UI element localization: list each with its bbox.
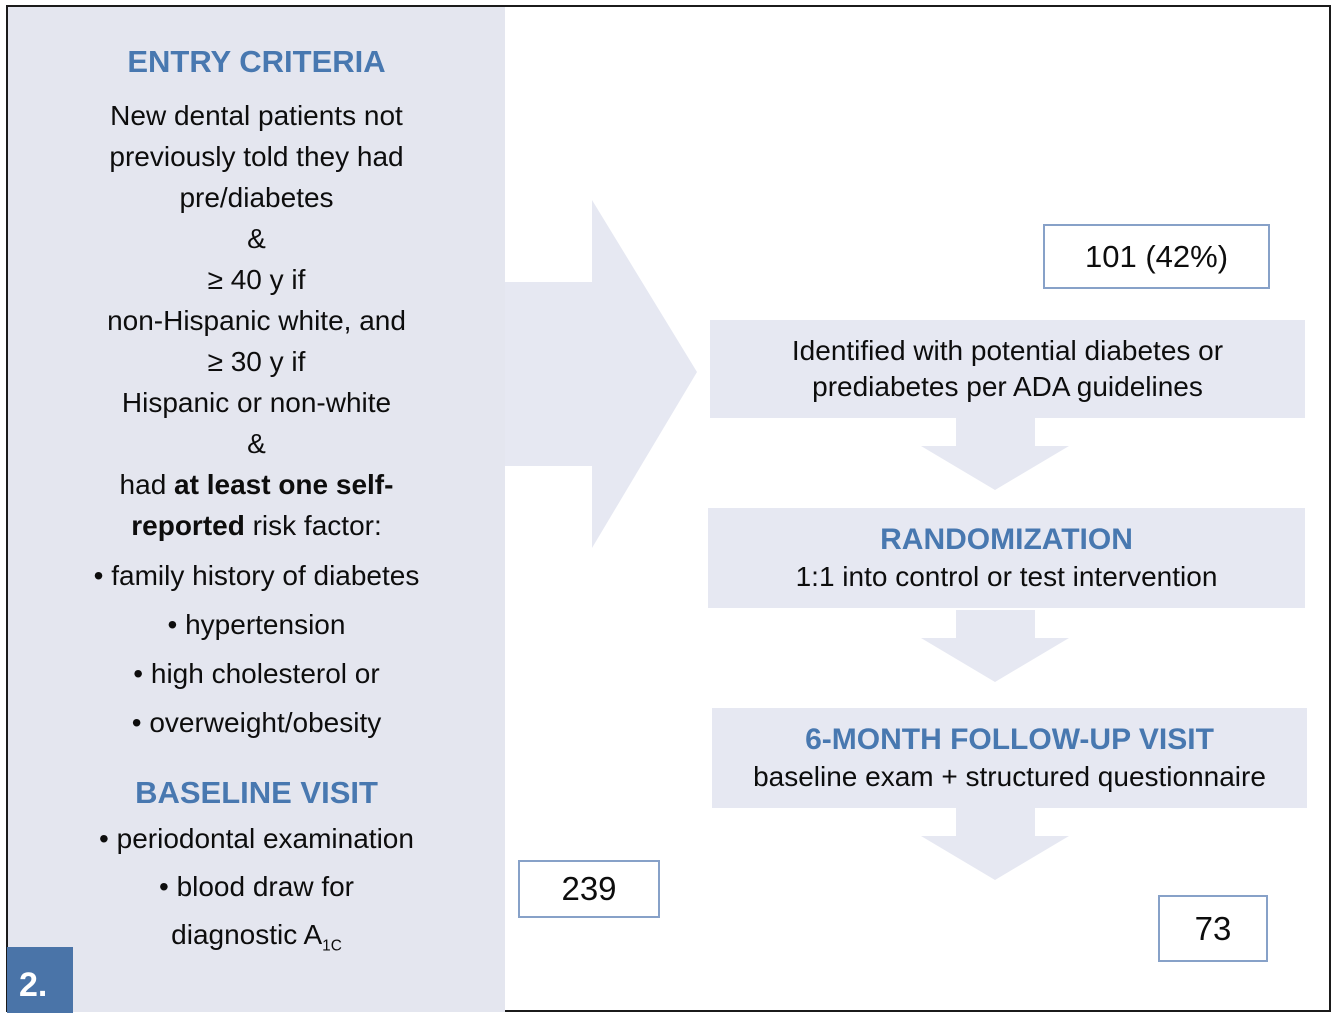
risk-intro-bold: reported xyxy=(131,510,245,541)
a1c-text: diagnostic A xyxy=(171,919,323,950)
entry-line: previously told they had xyxy=(109,141,404,172)
followup-subtitle: baseline exam + structured questionnaire xyxy=(753,761,1266,792)
enrolled-count-value: 239 xyxy=(561,870,617,907)
count-box-followup: 73 xyxy=(1158,895,1268,962)
risk-intro-bold: at least one self- xyxy=(174,469,394,500)
risk-factor-item: • overweight/obesity xyxy=(131,707,382,738)
risk-intro-post: risk factor: xyxy=(244,510,382,541)
flow-box-identified: Identified with potential diabetes or pr… xyxy=(710,320,1305,418)
followup-count-value: 73 xyxy=(1194,909,1232,947)
entry-criteria-panel: ENTRY CRITERIA New dental patients not p… xyxy=(8,7,505,1012)
entry-line: New dental patients not xyxy=(110,100,403,131)
risk-factor-item: • high cholesterol or xyxy=(133,658,380,689)
baseline-visit-title: BASELINE VISIT xyxy=(135,775,378,810)
risk-intro-line-2: reported risk factor: xyxy=(8,505,505,546)
followup-title: 6-MONTH FOLLOW-UP VISIT xyxy=(805,723,1214,756)
randomization-title: RANDOMIZATION xyxy=(880,523,1133,556)
entry-criteria-title: ENTRY CRITERIA xyxy=(127,44,386,79)
figure-number-badge: 2. xyxy=(7,947,73,1013)
entry-line: & xyxy=(247,223,266,254)
baseline-item-a1c: diagnostic A1C xyxy=(8,911,505,971)
entry-line: ≥ 40 y if xyxy=(207,264,306,295)
a1c-subscript: 1C xyxy=(322,937,342,955)
risk-intro-pre: had xyxy=(119,469,175,500)
baseline-visit-list: • periodontal examination • blood draw f… xyxy=(8,815,505,971)
entry-criteria-text: New dental patients not previously told … xyxy=(8,95,505,546)
identified-line-2: prediabetes per ADA guidelines xyxy=(812,371,1203,402)
entry-line: Hispanic or non-white xyxy=(121,387,392,418)
flow-box-followup: 6-MONTH FOLLOW-UP VISIT baseline exam + … xyxy=(712,708,1307,808)
baseline-item: • blood draw for xyxy=(158,871,354,902)
identified-line-1: Identified with potential diabetes or xyxy=(791,335,1224,366)
figure-number-label: 2. xyxy=(19,966,48,1004)
entry-line: non-Hispanic white, and xyxy=(107,305,406,336)
baseline-item: • periodontal examination xyxy=(99,823,414,854)
randomization-subtitle: 1:1 into control or test intervention xyxy=(795,561,1218,592)
risk-intro-line-1: had at least one self- xyxy=(8,464,505,505)
flow-box-randomization: RANDOMIZATION 1:1 into control or test i… xyxy=(708,508,1305,608)
risk-factor-item: • family history of diabetes xyxy=(93,560,420,591)
identified-count-value: 101 (42%) xyxy=(1084,238,1229,274)
entry-line: ≥ 30 y if xyxy=(207,346,306,377)
entry-line: & xyxy=(247,428,266,459)
count-box-enrolled: 239 xyxy=(518,860,660,918)
entry-line: pre/diabetes xyxy=(179,182,334,213)
risk-factor-item: • hypertension xyxy=(167,609,346,640)
risk-factor-list: • family history of diabetes • hypertens… xyxy=(8,551,505,747)
count-box-identified: 101 (42%) xyxy=(1043,224,1270,289)
